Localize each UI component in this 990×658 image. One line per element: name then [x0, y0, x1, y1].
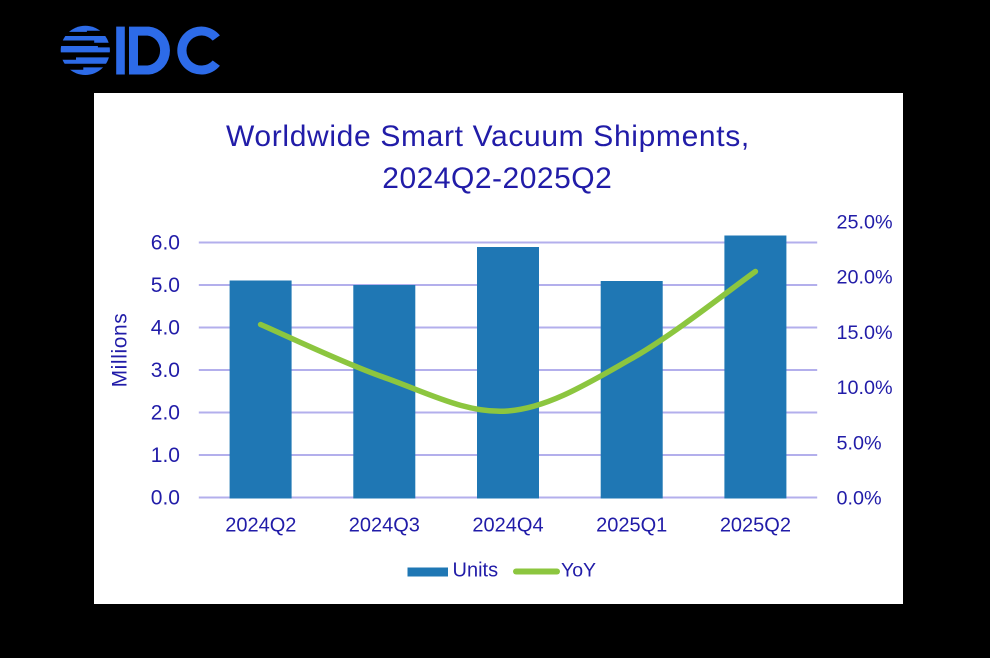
svg-text:2025Q2: 2025Q2 — [720, 515, 791, 537]
svg-text:Worldwide Smart Vacuum Shipmen: Worldwide Smart Vacuum Shipments, — [226, 120, 750, 153]
svg-text:2024Q2: 2024Q2 — [225, 515, 296, 537]
svg-text:2024Q4: 2024Q4 — [472, 515, 543, 537]
svg-text:20.0%: 20.0% — [837, 267, 893, 289]
svg-text:6.0: 6.0 — [151, 232, 180, 255]
svg-text:0.0%: 0.0% — [837, 488, 882, 510]
svg-text:YoY: YoY — [561, 560, 596, 582]
svg-text:Units: Units — [453, 560, 499, 582]
svg-text:3.0: 3.0 — [151, 359, 180, 382]
svg-text:4.0: 4.0 — [151, 317, 180, 340]
svg-text:10.0%: 10.0% — [837, 377, 893, 399]
svg-text:0.0: 0.0 — [151, 487, 180, 510]
svg-text:15.0%: 15.0% — [837, 322, 893, 344]
svg-text:5.0: 5.0 — [151, 274, 180, 297]
svg-text:2024Q3: 2024Q3 — [349, 515, 420, 537]
svg-text:5.0%: 5.0% — [837, 432, 882, 454]
svg-text:Millions: Millions — [109, 313, 132, 388]
svg-text:2025Q1: 2025Q1 — [596, 515, 667, 537]
svg-text:2.0: 2.0 — [151, 402, 180, 425]
svg-text:1.0: 1.0 — [151, 444, 180, 467]
svg-text:25.0%: 25.0% — [837, 211, 893, 233]
svg-text:2024Q2-2025Q2: 2024Q2-2025Q2 — [382, 162, 612, 195]
